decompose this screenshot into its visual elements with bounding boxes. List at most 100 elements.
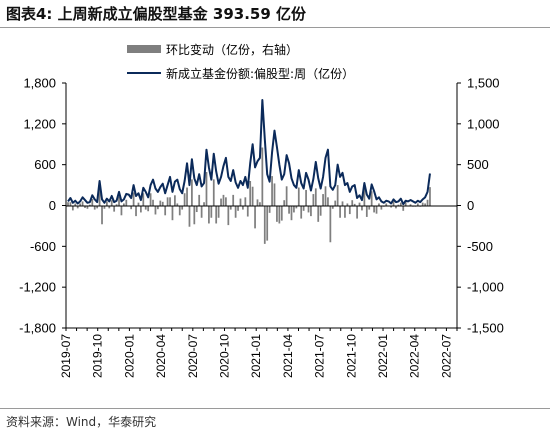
- bar-mark: [365, 205, 368, 217]
- bar-mark: [178, 205, 181, 216]
- bar-mark: [93, 205, 96, 210]
- bar-mark: [137, 202, 140, 206]
- bar-mark: [426, 199, 429, 206]
- bar-mark: [305, 189, 307, 206]
- x-tick-label: 2021-10: [344, 334, 358, 378]
- bar-mark: [293, 205, 295, 213]
- chart-figure: 环比变动（亿份，右轴） 新成立基金份额:偏股型:周（亿份） -1,800 -1,2…: [19, 42, 504, 378]
- bar-mark: [324, 186, 327, 206]
- bar-mark: [74, 203, 77, 206]
- bar-mark: [115, 204, 118, 206]
- bar-mark: [164, 205, 167, 216]
- bar-mark: [176, 203, 179, 206]
- bar-mark: [327, 197, 329, 206]
- x-tick-label: 2019-07: [59, 334, 73, 378]
- bar-mark: [278, 205, 281, 224]
- bar-mark: [339, 205, 341, 218]
- bar-mark: [237, 205, 239, 211]
- bar-mark: [273, 183, 276, 206]
- bar-mark: [290, 205, 293, 221]
- bar-mark: [149, 193, 152, 206]
- bar-mark: [234, 205, 237, 218]
- bar-mark: [242, 205, 244, 210]
- bar-mark: [397, 204, 400, 206]
- x-tick-label: 2020-10: [218, 334, 232, 378]
- bar-mark: [113, 205, 116, 212]
- legend-bar-swatch: [127, 45, 161, 53]
- bar-mark: [186, 187, 188, 206]
- bar-mark: [118, 196, 120, 206]
- bar-mark: [171, 205, 174, 221]
- bar-mark: [200, 205, 203, 218]
- bar-mark: [135, 205, 137, 217]
- bar-mark: [288, 205, 290, 214]
- bar-mark: [351, 200, 354, 206]
- bar-mark: [98, 184, 101, 206]
- bar-mark: [370, 191, 373, 206]
- bar-mark: [67, 202, 69, 206]
- bar-mark: [210, 205, 213, 218]
- bar-mark: [353, 203, 356, 206]
- bar-series: [67, 147, 431, 244]
- bar-mark: [110, 200, 113, 206]
- bar-mark: [392, 201, 395, 206]
- bar-mark: [256, 199, 259, 206]
- bar-mark: [161, 201, 164, 206]
- x-tick-label: 2021-04: [281, 334, 295, 378]
- x-tick-label: 2022-01: [376, 334, 390, 378]
- legend-bar-label: 环比变动（亿份，右轴）: [166, 42, 298, 57]
- bar-mark: [263, 205, 266, 244]
- bar-mark: [86, 205, 89, 209]
- bar-mark: [329, 205, 332, 243]
- bar-mark: [348, 205, 351, 215]
- bar-mark: [71, 205, 74, 211]
- right-tick-label: 1,000: [467, 116, 500, 131]
- bar-mark: [300, 205, 303, 219]
- bar-mark: [239, 198, 242, 206]
- bar-mark: [297, 187, 300, 206]
- bar-mark: [195, 205, 198, 213]
- right-tick-label: -1,000: [467, 280, 504, 295]
- bar-mark: [310, 205, 312, 217]
- bar-mark: [334, 200, 337, 206]
- bar-mark: [205, 172, 208, 206]
- left-axis-labels: -1,800 -1,200 -600 0 600 1,200 1,800: [19, 76, 66, 336]
- bar-mark: [285, 186, 288, 206]
- bar-mark: [152, 199, 154, 206]
- bar-mark: [76, 205, 79, 209]
- bar-mark: [429, 187, 431, 206]
- left-tick-label: -1,200: [19, 280, 56, 295]
- bar-mark: [188, 205, 191, 227]
- right-tick-label: -500: [467, 239, 493, 254]
- left-tick-label: 1,200: [23, 116, 56, 131]
- bar-mark: [295, 205, 298, 209]
- bar-mark: [101, 205, 103, 225]
- bar-mark: [198, 194, 201, 206]
- bar-mark: [317, 205, 320, 222]
- bar-mark: [271, 176, 273, 206]
- bar-mark: [232, 194, 235, 206]
- bar-mark: [140, 205, 142, 213]
- bar-mark: [346, 203, 349, 206]
- left-tick-label: 0: [49, 198, 56, 213]
- bar-mark: [373, 205, 375, 213]
- bar-mark: [251, 186, 254, 206]
- x-tick-label: 2020-07: [186, 334, 200, 378]
- bar-mark: [96, 205, 99, 209]
- bar-mark: [314, 188, 317, 206]
- bar-mark: [375, 205, 378, 214]
- bar-mark: [84, 205, 86, 208]
- bar-mark: [259, 202, 261, 206]
- bar-mark: [142, 193, 145, 206]
- bar-mark: [132, 192, 135, 206]
- line-series: [67, 99, 431, 206]
- bar-mark: [421, 202, 424, 206]
- bar-mark: [307, 205, 310, 213]
- title-divider: [0, 27, 550, 28]
- bar-mark: [81, 201, 84, 206]
- bar-mark: [120, 205, 123, 216]
- bar-mark: [361, 205, 363, 211]
- bar-mark: [280, 205, 283, 221]
- bar-mark: [166, 197, 169, 206]
- left-tick-label: -600: [30, 239, 56, 254]
